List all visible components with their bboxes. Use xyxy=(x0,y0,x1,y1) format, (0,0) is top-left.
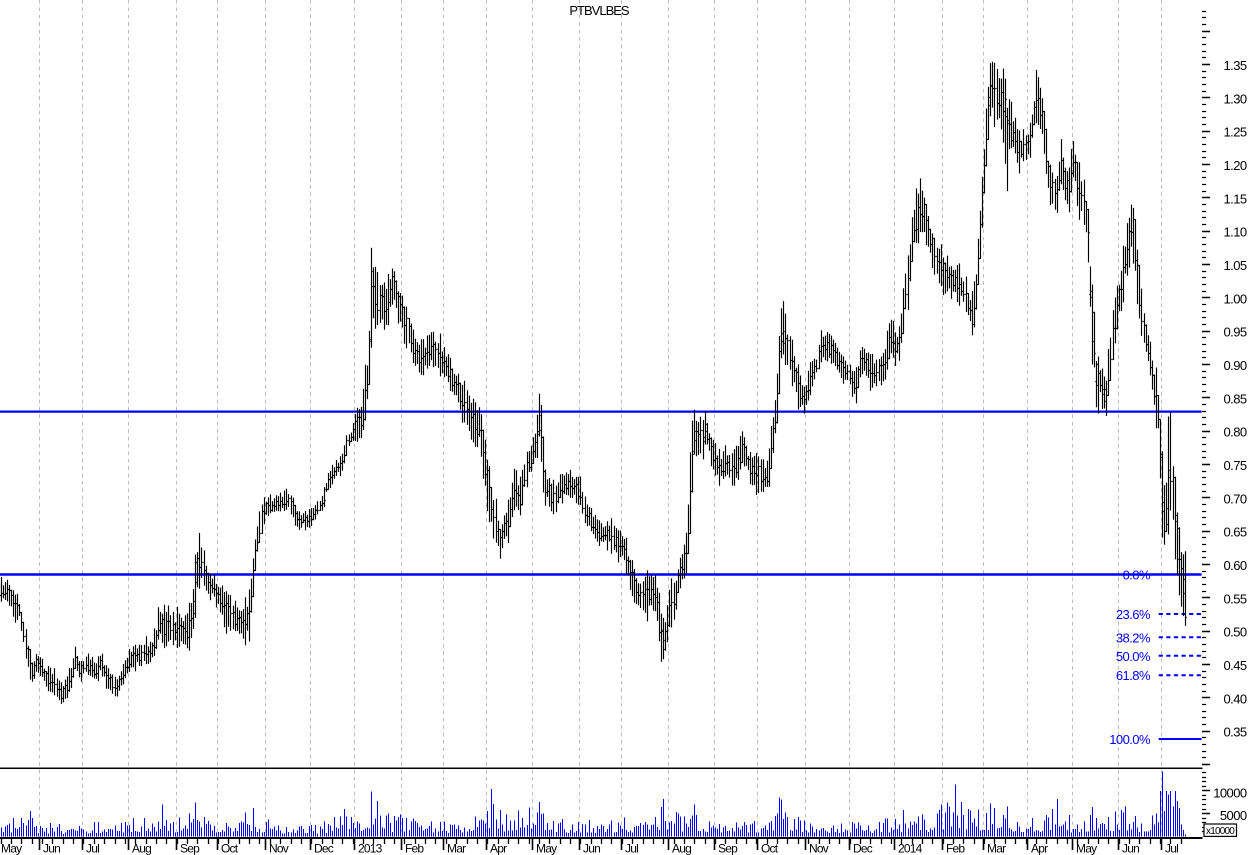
svg-text:May: May xyxy=(1076,841,1097,855)
svg-text:Jun: Jun xyxy=(43,841,60,855)
svg-text:1.25: 1.25 xyxy=(1223,125,1246,140)
svg-text:2013: 2013 xyxy=(358,841,383,855)
svg-text:Jul: Jul xyxy=(1165,841,1178,855)
svg-text:0.95: 0.95 xyxy=(1223,325,1246,340)
svg-text:0.80: 0.80 xyxy=(1223,425,1246,440)
svg-text:0.50: 0.50 xyxy=(1223,625,1246,640)
svg-text:Aug: Aug xyxy=(672,841,691,855)
svg-text:0.65: 0.65 xyxy=(1223,525,1246,540)
svg-text:0.75: 0.75 xyxy=(1223,458,1246,473)
svg-text:PTBVLBES: PTBVLBES xyxy=(569,3,630,18)
svg-text:Aug: Aug xyxy=(132,841,151,855)
svg-text:Nov: Nov xyxy=(269,841,289,855)
svg-text:Dec: Dec xyxy=(853,841,873,855)
svg-text:0.0%: 0.0% xyxy=(1123,568,1151,583)
svg-text:Mar: Mar xyxy=(987,841,1006,855)
svg-text:1.20: 1.20 xyxy=(1223,158,1246,173)
svg-text:1.10: 1.10 xyxy=(1223,225,1246,240)
svg-text:Oct: Oct xyxy=(761,841,779,855)
svg-text:Feb: Feb xyxy=(946,841,965,855)
svg-text:1.00: 1.00 xyxy=(1223,291,1246,306)
svg-text:Jul: Jul xyxy=(625,841,638,855)
svg-text:Apr: Apr xyxy=(1031,841,1048,855)
svg-text:May: May xyxy=(1,841,22,855)
svg-text:0.60: 0.60 xyxy=(1223,558,1246,573)
svg-text:Feb: Feb xyxy=(405,841,424,855)
svg-text:0.70: 0.70 xyxy=(1223,491,1246,506)
svg-text:1.35: 1.35 xyxy=(1223,58,1246,73)
svg-text:Sep: Sep xyxy=(180,841,200,855)
svg-text:23.6%: 23.6% xyxy=(1116,607,1151,622)
svg-text:1.05: 1.05 xyxy=(1223,258,1246,273)
svg-text:2014: 2014 xyxy=(898,841,923,855)
svg-text:Dec: Dec xyxy=(314,841,334,855)
svg-text:100.0%: 100.0% xyxy=(1109,732,1151,747)
svg-text:50.0%: 50.0% xyxy=(1116,649,1151,664)
svg-text:Nov: Nov xyxy=(809,841,829,855)
svg-text:Mar: Mar xyxy=(447,841,466,855)
svg-text:61.8%: 61.8% xyxy=(1116,668,1151,683)
svg-text:0.90: 0.90 xyxy=(1223,358,1246,373)
svg-text:x10000: x10000 xyxy=(1206,826,1235,837)
svg-text:0.45: 0.45 xyxy=(1223,658,1246,673)
svg-text:0.55: 0.55 xyxy=(1223,591,1246,606)
svg-text:38.2%: 38.2% xyxy=(1116,630,1151,645)
svg-text:1.30: 1.30 xyxy=(1223,91,1246,106)
svg-text:Sep: Sep xyxy=(718,841,738,855)
svg-text:Jul: Jul xyxy=(86,841,99,855)
svg-text:0.40: 0.40 xyxy=(1223,691,1246,706)
svg-text:Jun: Jun xyxy=(583,841,600,855)
svg-text:Apr: Apr xyxy=(490,841,507,855)
svg-text:May: May xyxy=(536,841,557,855)
svg-text:0.35: 0.35 xyxy=(1223,725,1246,740)
svg-text:10000: 10000 xyxy=(1213,785,1247,800)
svg-text:Oct: Oct xyxy=(221,841,239,855)
svg-text:Jun: Jun xyxy=(1122,841,1139,855)
svg-text:1.15: 1.15 xyxy=(1223,191,1246,206)
svg-text:5000: 5000 xyxy=(1220,808,1247,823)
svg-text:0.85: 0.85 xyxy=(1223,391,1246,406)
